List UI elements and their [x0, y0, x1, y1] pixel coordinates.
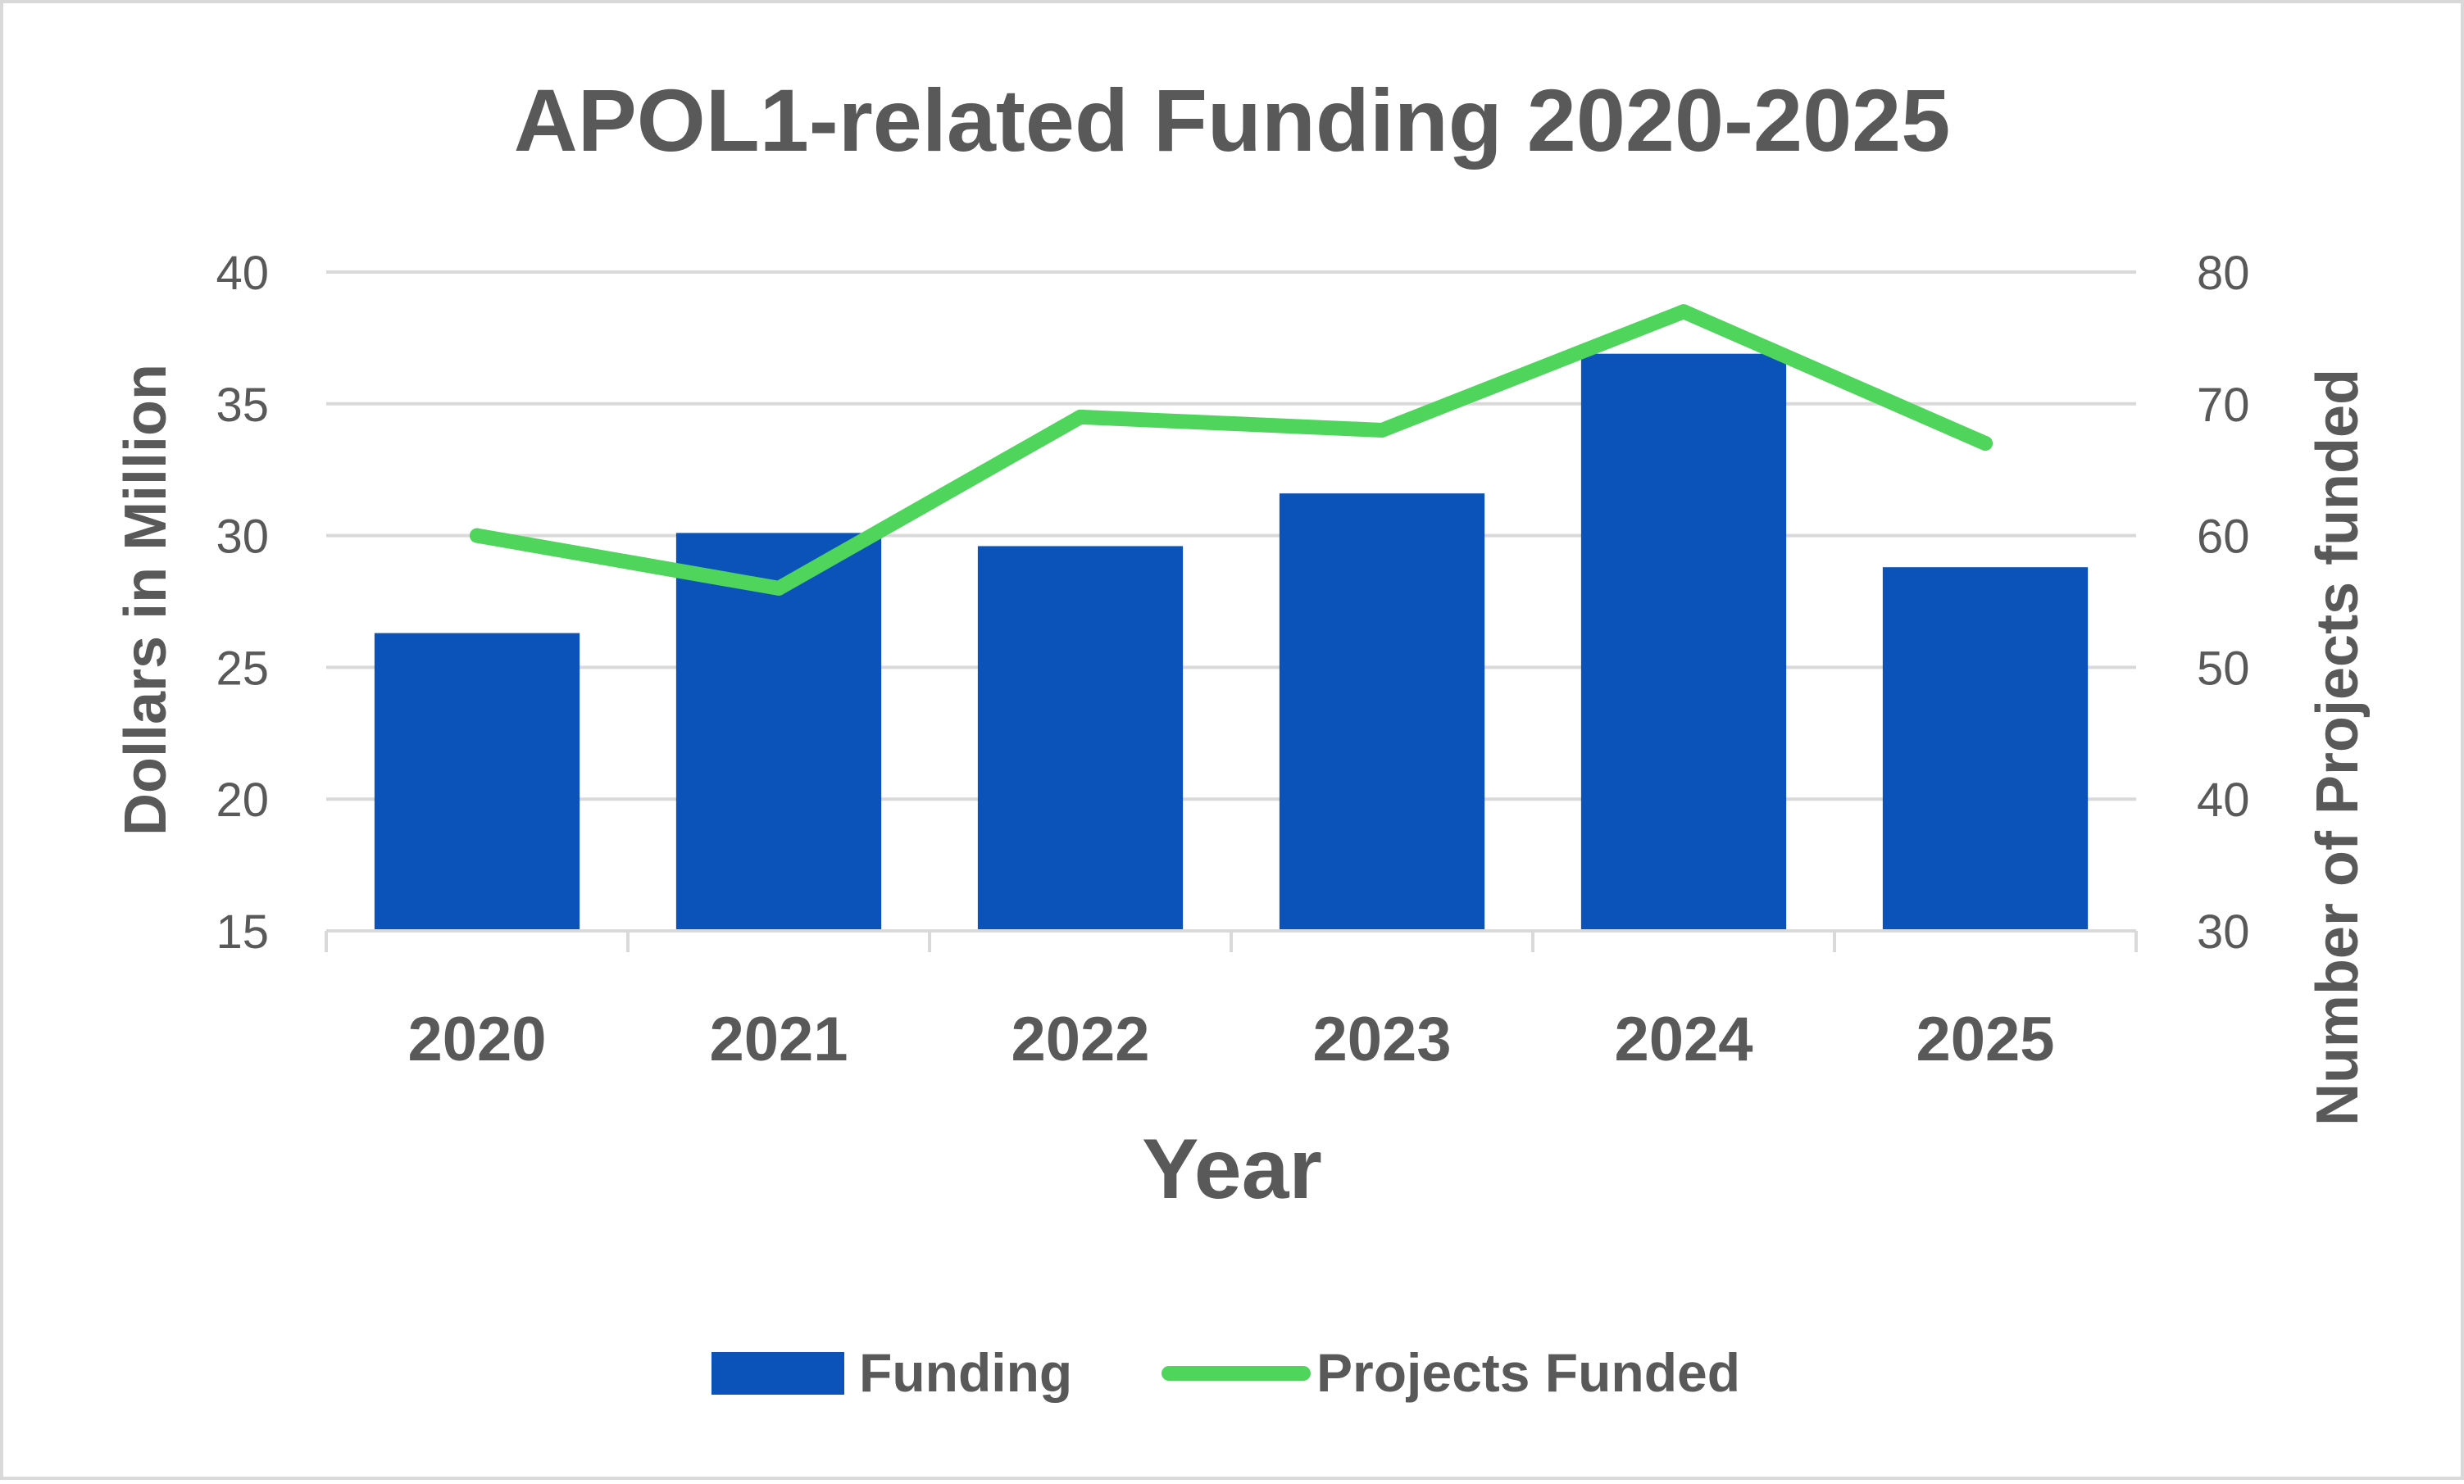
y-tick-label-left: 20 — [216, 774, 269, 827]
bar-funding-2025 — [1882, 567, 2089, 931]
y-axis-left-ticks: 15 20 25 30 35 40 — [216, 247, 269, 959]
y-tick-label-right: 30 — [2197, 905, 2250, 959]
x-tick-label: 2025 — [1916, 1005, 2054, 1074]
point-projects-funded-2025 — [1978, 436, 1993, 452]
x-tick-label: 2020 — [407, 1005, 546, 1074]
bars — [374, 353, 2089, 931]
line-projects-funded — [470, 304, 1993, 596]
y-tick-label-left: 15 — [216, 905, 269, 959]
legend: Funding Projects Funded — [711, 1342, 1740, 1403]
y-axis-right-label: Number of Projects funded — [2305, 369, 2371, 1126]
x-tick-label: 2021 — [709, 1005, 848, 1074]
gridlines — [326, 270, 2136, 801]
y-tick-label-right: 40 — [2197, 774, 2250, 827]
point-projects-funded-2021 — [771, 580, 786, 596]
chart-title: APOL1-related Funding 2020-2025 — [514, 70, 1951, 170]
x-tick-label: 2024 — [1614, 1005, 1753, 1074]
y-tick-label-right: 80 — [2197, 247, 2250, 300]
legend-swatch-funding — [711, 1352, 844, 1395]
bar-funding-2021 — [675, 533, 882, 931]
x-tick-label: 2022 — [1011, 1005, 1149, 1074]
x-tick-label: 2023 — [1312, 1005, 1451, 1074]
x-axis — [325, 929, 2138, 952]
point-projects-funded-2023 — [1375, 422, 1389, 438]
y-tick-label-left: 25 — [216, 642, 269, 695]
x-axis-ticks: 2020 2021 2022 2023 2024 2025 — [407, 1005, 2054, 1074]
x-axis-label: Year — [1142, 1122, 1322, 1217]
projects-line — [470, 304, 1993, 596]
bar-funding-2022 — [977, 546, 1184, 931]
y-tick-label-right: 60 — [2197, 511, 2250, 564]
bar-funding-2023 — [1279, 493, 1485, 931]
legend-label-projects-funded: Projects Funded — [1316, 1342, 1740, 1403]
bar-funding-2024 — [1580, 353, 1787, 931]
y-axis-right-ticks: 30 40 50 60 70 80 — [2197, 247, 2250, 959]
y-axis-left-label: Dollars in Million — [113, 364, 179, 836]
y-tick-label-left: 30 — [216, 511, 269, 564]
point-projects-funded-2020 — [470, 528, 484, 543]
point-projects-funded-2024 — [1676, 304, 1691, 320]
y-tick-label-left: 40 — [216, 247, 269, 300]
legend-label-funding: Funding — [859, 1342, 1072, 1403]
y-tick-label-right: 70 — [2197, 379, 2250, 432]
y-tick-label-right: 50 — [2197, 642, 2250, 695]
bar-funding-2020 — [374, 633, 580, 931]
point-projects-funded-2022 — [1073, 409, 1088, 424]
y-tick-label-left: 35 — [216, 379, 269, 432]
